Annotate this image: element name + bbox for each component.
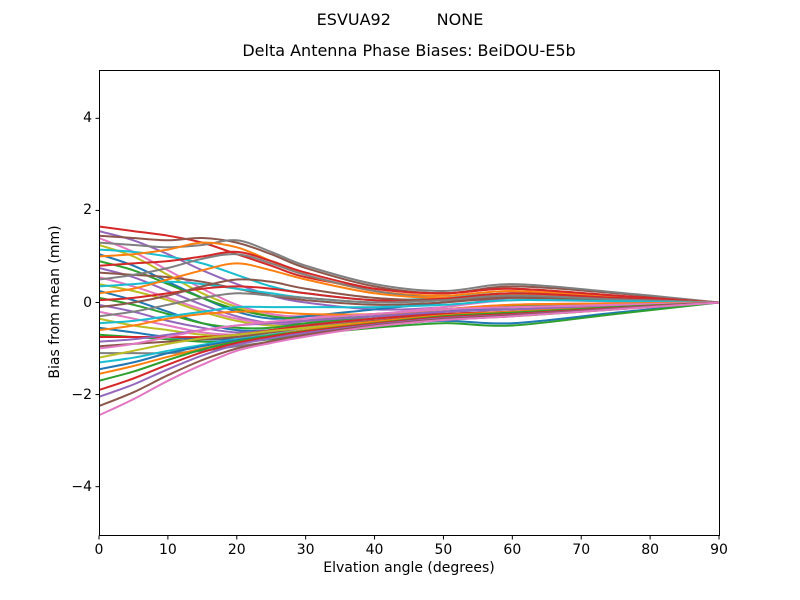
series-line-22: [99, 278, 719, 309]
series-line-2: [99, 234, 719, 304]
y-tick-label: 2: [83, 202, 92, 219]
y-tick-label: −4: [71, 478, 92, 495]
x-tick-label: 70: [572, 542, 591, 558]
x-tick-label: 50: [434, 542, 453, 558]
x-tick-label: 90: [710, 542, 728, 558]
series-line-20: [99, 285, 719, 304]
series-line-24: [99, 292, 719, 318]
x-tick-label: 0: [94, 542, 104, 558]
x-tick-label: 40: [365, 542, 384, 558]
y-tick-label: 0: [83, 294, 92, 311]
x-tick-label: 10: [158, 542, 177, 558]
x-axis-label: Elvation angle (degrees): [323, 560, 495, 576]
axes-title: Delta Antenna Phase Biases: BeiDOU-E5b: [242, 41, 576, 60]
x-tick-label: 20: [227, 542, 246, 558]
series-line-28: [99, 301, 719, 332]
y-tick-label: 4: [83, 110, 92, 127]
x-tick-label: 60: [503, 542, 522, 558]
series-line-31: [99, 301, 719, 343]
y-tick-label: −2: [71, 386, 92, 403]
series-line-26: [99, 299, 719, 325]
figure-suptitle: ESVUA92 NONE: [316, 10, 484, 29]
x-tick-label: 30: [296, 542, 315, 558]
series-group: [99, 225, 719, 417]
series-line-4: [99, 239, 719, 304]
series-line-43: [99, 301, 719, 417]
series-line-14: [99, 253, 719, 304]
series-line-33: [99, 301, 719, 350]
series-line-10: [99, 250, 719, 304]
x-tick-label: 80: [641, 542, 660, 558]
